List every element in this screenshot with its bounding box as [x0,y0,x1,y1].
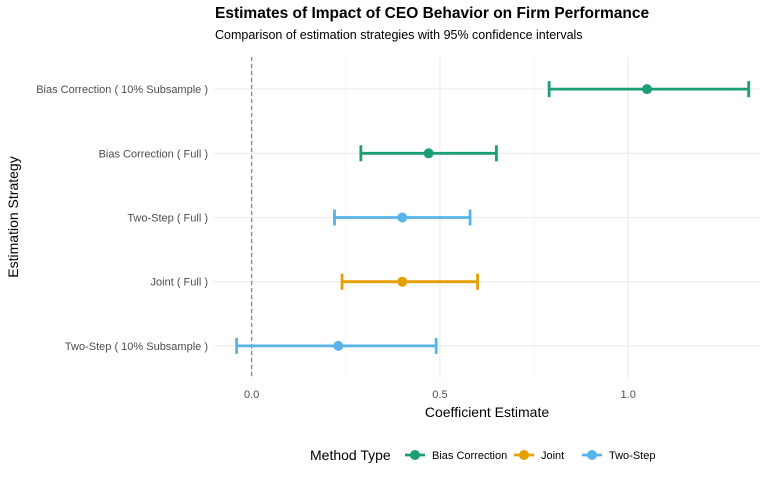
legend-label: Joint [541,450,564,462]
legend-label: Bias Correction [432,450,507,462]
labels-layer: 0.0 0.5 1.0 Bias Correction ( 10% Subsample… [36,84,636,401]
legend-title: Method Type [310,447,391,463]
x-tick-label: 0.0 [244,389,259,401]
y-category-label: Bias Correction ( Full ) [99,148,208,160]
legend-key-point [587,450,597,460]
x-axis-title: Coefficient Estimate [425,404,549,420]
x-tick-label: 1.0 [621,389,636,401]
chart-title: Estimates of Impact of CEO Behavior on F… [215,5,650,22]
legend-key-point [519,450,529,460]
y-category-label: Two-Step ( 10% Subsample ) [65,341,208,353]
chart-subtitle: Comparison of estimation strategies with… [215,28,583,42]
y-category-label: Bias Correction ( 10% Subsample ) [36,84,208,96]
estimate-point [397,212,408,223]
estimate-point [642,84,653,95]
legend: Method Type Bias Correction Joint Two-Step [310,447,655,463]
legend-label: Two-Step [609,450,655,462]
legend-key-point [410,450,420,460]
estimate-point [423,148,434,159]
grid-layer [214,57,760,378]
y-category-label: Two-Step ( Full ) [127,213,208,225]
y-category-label: Joint ( Full ) [151,277,208,289]
x-tick-label: 0.5 [432,389,447,401]
y-axis-title: Estimation Strategy [5,156,21,277]
estimate-point [333,340,344,351]
estimate-point [397,276,408,287]
marks-layer [235,81,751,354]
